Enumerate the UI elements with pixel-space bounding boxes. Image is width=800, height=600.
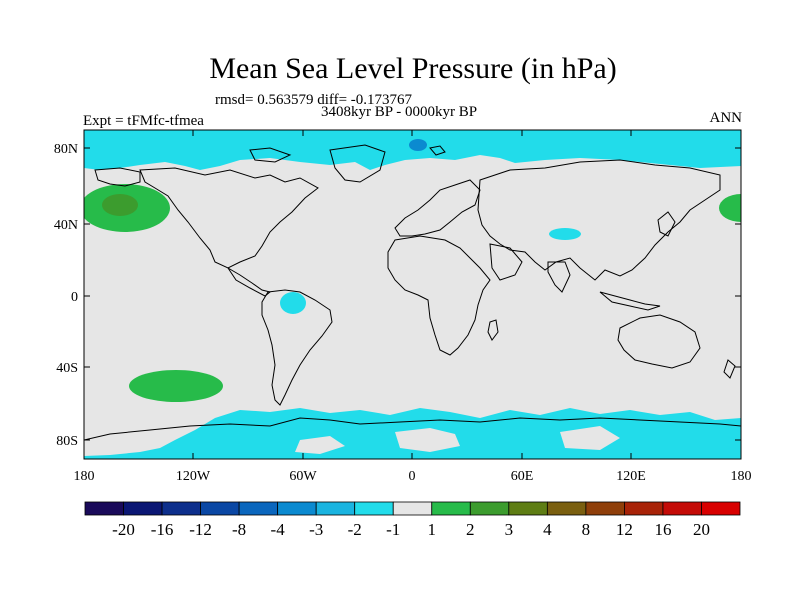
colorbar-level-label: -2: [347, 520, 362, 539]
map-background: [84, 130, 741, 459]
lon-label-120e: 120E: [616, 469, 646, 484]
colorbar-level-label: -3: [309, 520, 324, 539]
period-label: 3408kyr BP - 0000kyr BP: [321, 104, 478, 120]
east-pacific-edge-positive: [719, 194, 741, 222]
colorbar-box: [200, 501, 240, 516]
new-zealand-coast: [723, 359, 736, 379]
colorbar-box: [546, 501, 587, 516]
north-pacific-positive-core: [102, 194, 138, 216]
lat-label-80n: 80N: [54, 142, 78, 157]
lat-label-80s: 80S: [56, 434, 78, 449]
colorbar-level-label: 4: [543, 520, 552, 539]
colorbar-box: [662, 501, 702, 516]
india-coast: [547, 261, 571, 293]
colorbar-box: [392, 501, 433, 516]
greenland-coast: [329, 144, 386, 183]
lat-label-40n: 40N: [54, 218, 78, 233]
colorbar-box: [238, 501, 279, 516]
pressure-field: [84, 130, 741, 459]
axis-ticks: [83, 130, 742, 459]
colorbar-box: [123, 501, 163, 516]
lon-label-180e: 180: [731, 469, 752, 484]
colorbar-box: [84, 501, 124, 516]
amazon-negative-patch: [280, 292, 306, 314]
eurasia-negative-patch: [549, 228, 581, 240]
season-label: ANN: [709, 110, 743, 126]
colorbar-box: [161, 501, 201, 516]
colorbar-box: [354, 501, 394, 516]
alaska-coast: [94, 167, 141, 187]
arctic-negative-anomaly: [84, 130, 741, 170]
colorbar-level-label: -20: [112, 520, 135, 539]
svalbard-coast: [429, 145, 446, 156]
experiment-label: Expt = tFMfc-tfmea: [83, 113, 204, 129]
colorbar-box: [431, 501, 471, 516]
lat-label-40s: 40S: [56, 361, 78, 376]
colorbar-box: [585, 501, 625, 516]
lat-label-0: 0: [71, 290, 78, 305]
australia-coast: [617, 314, 701, 369]
north-america-coast: [139, 167, 319, 269]
colorbar-level-label: -16: [150, 520, 174, 539]
japan-coast: [657, 211, 676, 237]
lon-label-0: 0: [409, 469, 416, 484]
arctic-islands-coast: [249, 147, 292, 163]
antarctic-neutral-patch-ross: [295, 436, 345, 454]
colorbar-box: [624, 501, 664, 516]
lon-label-60w: 60W: [289, 469, 317, 484]
antarctica-coast: [84, 417, 741, 441]
colorbar-level-label: -1: [386, 520, 401, 539]
colorbar-level-label: 20: [692, 520, 710, 539]
colorbar-box: [277, 501, 317, 516]
stats-line: rmsd= 0.563579 diff= -0.173767: [215, 92, 413, 108]
asia-coast: [477, 159, 721, 281]
south-america-coast: [261, 289, 333, 406]
colorbar: [84, 501, 741, 516]
colorbar-level-label: 1: [427, 520, 437, 539]
colorbar-box: [315, 501, 356, 516]
antarctic-neutral-patch: [395, 428, 460, 452]
colorbar-level-label: -8: [232, 520, 247, 539]
madagascar-coast: [487, 319, 499, 341]
colorbar-level-label: 12: [615, 520, 633, 539]
lon-label-180w: 180: [74, 469, 95, 484]
lon-label-120w: 120W: [176, 469, 211, 484]
antarctic-neutral-patch-east: [560, 426, 620, 450]
colorbar-box: [508, 501, 548, 516]
arctic-negative-core: [409, 139, 427, 151]
colorbar-level-label: -4: [270, 520, 285, 539]
indonesia-coast: [599, 291, 661, 311]
colorbar-box: [701, 501, 741, 516]
plot-title: Mean Sea Level Pressure (in hPa): [209, 52, 617, 85]
south-pacific-positive-anomaly: [129, 370, 223, 402]
colorbar-box: [469, 501, 510, 516]
arabia-coast: [489, 243, 523, 281]
coastlines: [84, 144, 741, 441]
colorbar-level-label: -12: [189, 520, 212, 539]
colorbar-level-label: 8: [581, 520, 591, 539]
colorbar-level-label: 3: [504, 520, 514, 539]
colorbar-level-label: 2: [466, 520, 475, 539]
lon-label-60e: 60E: [511, 469, 534, 484]
europe-coast: [394, 179, 481, 237]
africa-coast: [387, 235, 491, 356]
colorbar-level-label: 16: [654, 520, 672, 539]
